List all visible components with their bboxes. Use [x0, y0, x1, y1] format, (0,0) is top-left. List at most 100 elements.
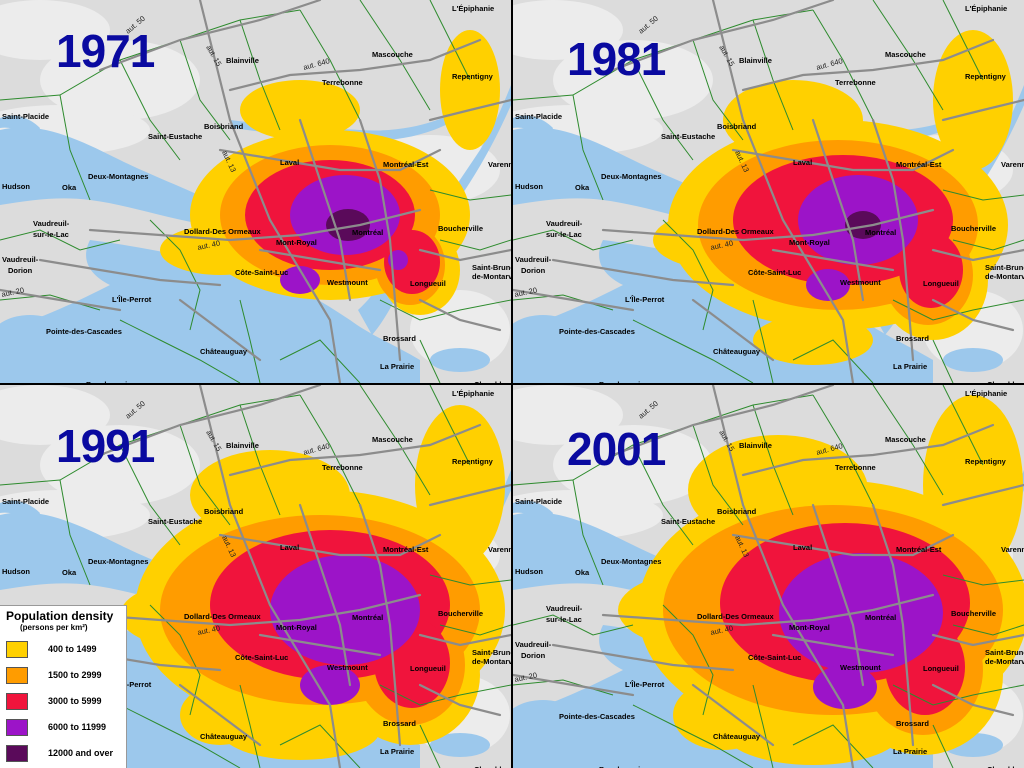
place-label-montroyal: Mont-Royal — [276, 623, 317, 632]
place-label-bruno: Saint-Bruno- — [472, 263, 511, 272]
place-label-csl: Côte-Saint-Luc — [235, 653, 288, 662]
place-label-terrebonne: Terrebonne — [835, 78, 876, 87]
place-label-eustache: Saint-Eustache — [148, 132, 202, 141]
place-label-placide: Saint-Placide — [2, 112, 49, 121]
place-label-blainville: Blainville — [226, 56, 259, 65]
place-label-hudson: Hudson — [515, 567, 543, 576]
place-label-mascouche: Mascouche — [372, 50, 413, 59]
place-label-csl: Côte-Saint-Luc — [748, 268, 801, 277]
place-label-perrot: L'Île-Perrot — [625, 680, 665, 689]
place-label-cascades: Pointe-des-Cascades — [559, 327, 635, 336]
place-label-bruno2: de-Montarville — [472, 657, 511, 666]
place-label-laval: Laval — [280, 158, 299, 167]
basemap: Blainville Mascouche Terrebonne Repentigny L… — [0, 385, 511, 768]
place-label-epiphanie: L'Épiphanie — [452, 389, 494, 398]
place-label-laval: Laval — [280, 543, 299, 552]
place-label-westmount: Westmount — [327, 663, 368, 672]
legend-row: 400 to 1499 — [6, 636, 126, 662]
place-label-prairie: La Prairie — [893, 362, 927, 371]
place-label-westmount: Westmount — [327, 278, 368, 287]
place-label-chateauguay: Châteauguay — [200, 732, 248, 741]
place-label-longueuil: Longueuil — [923, 664, 959, 673]
place-label-chambly: Chambly — [474, 765, 507, 768]
place-label-varennes: Varennes — [1001, 160, 1024, 169]
place-label-placide: Saint-Placide — [515, 112, 562, 121]
basemap: Blainville Mascouche Terrebonne Repentigny L… — [0, 0, 511, 383]
place-label-vdorion2: Dorion — [521, 266, 546, 275]
legend-swatch — [6, 718, 28, 736]
place-label-perrot: L'Île-Perrot — [112, 295, 152, 304]
place-label-vdorion: Vaudreuil- — [515, 640, 552, 649]
place-label-bruno2: de-Montarville — [472, 272, 511, 281]
place-label-vaudreuil2: sur-le-Lac — [546, 615, 582, 624]
place-label-chateauguay: Châteauguay — [200, 347, 248, 356]
place-label-longueuil: Longueuil — [410, 279, 446, 288]
place-label-deux: Deux-Montagnes — [88, 172, 148, 181]
legend-row: 6000 to 11999 — [6, 714, 126, 740]
place-label-westmount: Westmount — [840, 278, 881, 287]
place-label-terrebonne: Terrebonne — [322, 463, 363, 472]
place-label-mascouche: Mascouche — [885, 50, 926, 59]
place-label-boisbriand: Boisbriand — [717, 122, 757, 131]
place-label-deux: Deux-Montagnes — [601, 172, 661, 181]
legend-swatch — [6, 692, 28, 710]
place-label-vaudreuil: Vaudreuil- — [546, 219, 583, 228]
place-label-beauharnois: Beauharnois — [86, 380, 131, 383]
place-label-blainville: Blainville — [739, 441, 772, 450]
place-label-vaudreuil: Vaudreuil- — [33, 219, 70, 228]
place-label-eustache: Saint-Eustache — [661, 517, 715, 526]
place-label-mtlest: Montréal-Est — [383, 160, 429, 169]
place-label-blainville: Blainville — [226, 441, 259, 450]
map-panel-1971: Blainville Mascouche Terrebonne Repentigny L… — [0, 0, 511, 383]
place-label-brossard: Brossard — [383, 334, 416, 343]
place-label-vdorion2: Dorion — [521, 651, 546, 660]
place-label-bruno: Saint-Bruno- — [472, 648, 511, 657]
place-label-cascades: Pointe-des-Cascades — [46, 327, 122, 336]
place-label-vaudreuil2: sur-le-Lac — [546, 230, 582, 239]
place-label-ddo: Dollard-Des Ormeaux — [697, 227, 775, 236]
place-label-blainville: Blainville — [739, 56, 772, 65]
map-panel-1991: Blainville Mascouche Terrebonne Repentigny L… — [0, 385, 511, 768]
legend-row: 3000 to 5999 — [6, 688, 126, 714]
place-label-repentigny: Repentigny — [452, 457, 494, 466]
place-label-hudson: Hudson — [2, 567, 30, 576]
place-label-repentigny: Repentigny — [965, 72, 1007, 81]
place-label-beauharnois: Beauharnois — [599, 380, 644, 383]
place-label-eustache: Saint-Eustache — [148, 517, 202, 526]
place-label-epiphanie: L'Épiphanie — [965, 4, 1007, 13]
place-label-chambly: Chambly — [987, 380, 1020, 383]
place-label-placide: Saint-Placide — [2, 497, 49, 506]
place-label-repentigny: Repentigny — [965, 457, 1007, 466]
legend-label: 1500 to 2999 — [48, 670, 102, 680]
place-label-deux: Deux-Montagnes — [601, 557, 661, 566]
place-label-prairie: La Prairie — [893, 747, 927, 756]
place-label-boucherville: Boucherville — [438, 609, 483, 618]
place-label-bruno: Saint-Bruno- — [985, 263, 1024, 272]
place-label-boucherville: Boucherville — [951, 224, 996, 233]
place-label-deux: Deux-Montagnes — [88, 557, 148, 566]
place-label-boisbriand: Boisbriand — [204, 122, 244, 131]
place-label-csl: Côte-Saint-Luc — [748, 653, 801, 662]
place-label-montreal: Montréal — [352, 613, 383, 622]
place-label-placide: Saint-Placide — [515, 497, 562, 506]
place-label-montroyal: Mont-Royal — [276, 238, 317, 247]
place-label-terrebonne: Terrebonne — [322, 78, 363, 87]
legend-unit: (persons per km²) — [20, 623, 88, 632]
legend-label: 3000 to 5999 — [48, 696, 102, 706]
legend-row: 12000 and over — [6, 740, 126, 766]
place-label-oka: Oka — [575, 183, 590, 192]
density-legend: Population density (persons per km²) 400… — [0, 605, 127, 768]
place-label-oka: Oka — [62, 183, 77, 192]
place-label-montreal: Montréal — [865, 228, 896, 237]
place-label-oka: Oka — [575, 568, 590, 577]
legend-label: 6000 to 11999 — [48, 722, 107, 732]
place-label-montreal: Montréal — [352, 228, 383, 237]
place-label-epiphanie: L'Épiphanie — [965, 389, 1007, 398]
place-label-ddo: Dollard-Des Ormeaux — [184, 227, 262, 236]
place-label-longueuil: Longueuil — [923, 279, 959, 288]
legend-swatch — [6, 666, 28, 684]
legend-label: 400 to 1499 — [48, 644, 97, 654]
year-label: 2001 — [567, 423, 666, 475]
place-label-chambly: Chambly — [474, 380, 507, 383]
